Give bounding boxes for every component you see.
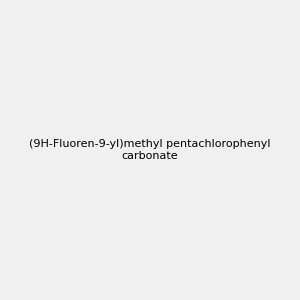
Text: (9H-Fluoren-9-yl)methyl pentachlorophenyl carbonate: (9H-Fluoren-9-yl)methyl pentachloropheny… [29, 139, 271, 161]
